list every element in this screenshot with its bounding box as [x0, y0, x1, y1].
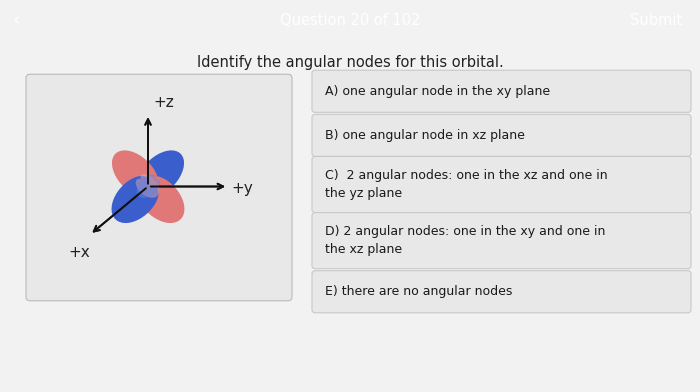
PathPatch shape: [112, 151, 158, 197]
PathPatch shape: [137, 176, 160, 199]
Text: C)  2 angular nodes: one in the xz and one in
the yz plane: C) 2 angular nodes: one in the xz and on…: [325, 169, 608, 200]
Text: Question 20 of 102: Question 20 of 102: [280, 13, 420, 28]
FancyBboxPatch shape: [312, 114, 691, 156]
PathPatch shape: [111, 176, 158, 223]
PathPatch shape: [136, 176, 159, 199]
Text: +z: +z: [153, 95, 174, 110]
FancyBboxPatch shape: [312, 156, 691, 212]
Text: A) one angular node in the xy plane: A) one angular node in the xy plane: [325, 85, 550, 98]
Text: +x: +x: [68, 245, 90, 260]
Text: B) one angular node in xz plane: B) one angular node in xz plane: [325, 129, 525, 142]
PathPatch shape: [136, 174, 159, 198]
FancyBboxPatch shape: [312, 212, 691, 269]
PathPatch shape: [136, 174, 160, 198]
Text: Submit: Submit: [631, 13, 682, 28]
Text: D) 2 angular nodes: one in the xy and one in
the xz plane: D) 2 angular nodes: one in the xy and on…: [325, 225, 606, 256]
PathPatch shape: [137, 176, 185, 223]
FancyBboxPatch shape: [26, 74, 292, 301]
FancyBboxPatch shape: [312, 271, 691, 313]
Text: +y: +y: [231, 181, 253, 196]
FancyBboxPatch shape: [312, 70, 691, 113]
PathPatch shape: [138, 151, 184, 197]
Text: Identify the angular nodes for this orbital.: Identify the angular nodes for this orbi…: [197, 55, 503, 70]
Text: E) there are no angular nodes: E) there are no angular nodes: [325, 285, 512, 298]
Text: ‹: ‹: [13, 12, 20, 29]
